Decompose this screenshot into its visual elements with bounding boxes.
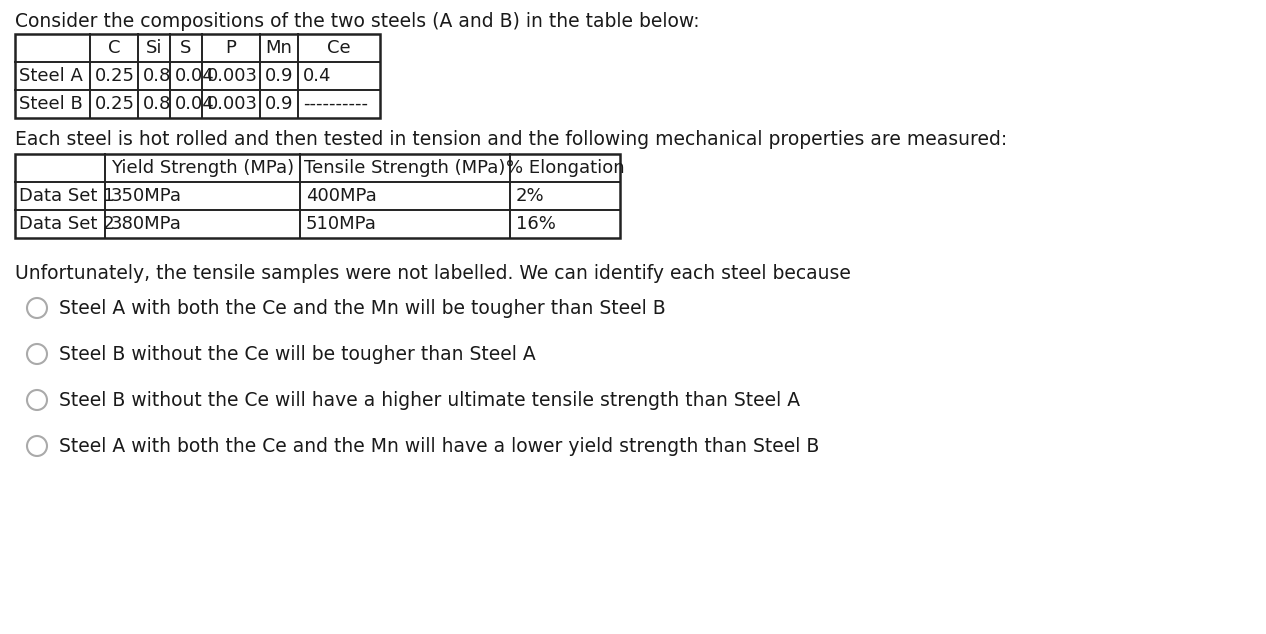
Text: Tensile Strength (MPa): Tensile Strength (MPa): [304, 159, 505, 177]
Text: Yield Strength (MPa): Yield Strength (MPa): [111, 159, 294, 177]
Text: 0.04: 0.04: [175, 67, 215, 85]
Text: Data Set 1: Data Set 1: [19, 187, 114, 205]
Text: Each steel is hot rolled and then tested in tension and the following mechanical: Each steel is hot rolled and then tested…: [15, 130, 1008, 149]
Text: Steel A with both the Ce and the Mn will be tougher than Steel B: Steel A with both the Ce and the Mn will…: [60, 299, 666, 318]
Text: 380MPa: 380MPa: [111, 215, 182, 233]
Text: C: C: [108, 39, 120, 57]
Text: 0.8: 0.8: [143, 95, 171, 113]
Text: Steel A with both the Ce and the Mn will have a lower yield strength than Steel : Steel A with both the Ce and the Mn will…: [60, 436, 819, 455]
Text: Steel B: Steel B: [19, 95, 82, 113]
Text: % Elongation: % Elongation: [505, 159, 624, 177]
Text: 0.9: 0.9: [265, 67, 294, 85]
Circle shape: [27, 344, 47, 364]
Circle shape: [27, 298, 47, 318]
Text: Data Set 2: Data Set 2: [19, 215, 115, 233]
Text: 0.4: 0.4: [303, 67, 332, 85]
Text: Si: Si: [146, 39, 162, 57]
Text: 0.003: 0.003: [208, 95, 258, 113]
Text: Steel B without the Ce will have a higher ultimate tensile strength than Steel A: Steel B without the Ce will have a highe…: [60, 391, 800, 410]
Text: 0.25: 0.25: [95, 67, 135, 85]
Text: ----------: ----------: [303, 95, 368, 113]
Text: 0.9: 0.9: [265, 95, 294, 113]
Text: 350MPa: 350MPa: [111, 187, 182, 205]
Circle shape: [27, 436, 47, 456]
Text: Mn: Mn: [266, 39, 292, 57]
Text: 2%: 2%: [517, 187, 544, 205]
Text: 0.8: 0.8: [143, 67, 171, 85]
Text: 16%: 16%: [517, 215, 556, 233]
Text: 0.003: 0.003: [208, 67, 258, 85]
Text: 400MPa: 400MPa: [306, 187, 377, 205]
Text: 510MPa: 510MPa: [306, 215, 377, 233]
Circle shape: [27, 390, 47, 410]
Text: Steel A: Steel A: [19, 67, 82, 85]
Text: Consider the compositions of the two steels (A and B) in the table below:: Consider the compositions of the two ste…: [15, 12, 700, 31]
Text: 0.25: 0.25: [95, 95, 135, 113]
Bar: [15, 154, 620, 238]
Bar: [15, 34, 380, 118]
Text: Unfortunately, the tensile samples were not labelled. We can identify each steel: Unfortunately, the tensile samples were …: [15, 264, 851, 283]
Text: P: P: [225, 39, 237, 57]
Text: Ce: Ce: [327, 39, 351, 57]
Text: Steel B without the Ce will be tougher than Steel A: Steel B without the Ce will be tougher t…: [60, 344, 536, 363]
Text: S: S: [180, 39, 191, 57]
Text: 0.04: 0.04: [175, 95, 215, 113]
